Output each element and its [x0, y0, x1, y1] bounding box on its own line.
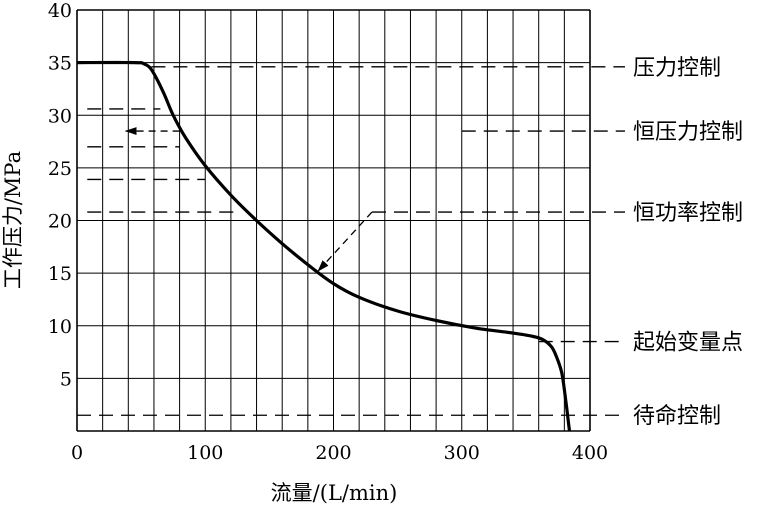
- x-tick-label: 0: [71, 442, 83, 464]
- annotation-label: 起始变量点: [633, 331, 743, 356]
- pressure-flow-curve: [76, 60, 572, 432]
- dashed-marks: [77, 66, 625, 416]
- x-axis-label: 流量/(L/min): [271, 481, 398, 505]
- tick-labels: 0 100 200 300 400 5 10 15 20 25 30 35 40: [48, 0, 608, 464]
- annotation-arrow: [317, 211, 373, 272]
- annotation-label: 恒功率控制: [633, 201, 743, 226]
- y-tick-label: 30: [48, 105, 72, 127]
- x-tick-label: 300: [444, 442, 480, 464]
- annotation-label: 恒压力控制: [633, 120, 743, 145]
- y-tick-label: 5: [60, 368, 72, 390]
- y-tick-label: 20: [48, 211, 72, 233]
- y-tick-label: 40: [48, 0, 72, 22]
- annotation-label: 压力控制: [633, 56, 721, 81]
- x-tick-label: 200: [315, 442, 351, 464]
- y-tick-label: 10: [48, 316, 72, 338]
- annotation-label: 待命控制: [633, 404, 721, 429]
- curve-layer: [76, 60, 572, 432]
- y-tick-label: 25: [48, 158, 72, 180]
- x-tick-label: 400: [572, 442, 608, 464]
- y-tick-label: 35: [48, 53, 72, 75]
- grid: [76, 9, 591, 432]
- y-tick-label: 15: [48, 263, 72, 285]
- x-tick-label: 100: [187, 442, 223, 464]
- y-axis-label: 工作压力/MPa: [1, 151, 25, 289]
